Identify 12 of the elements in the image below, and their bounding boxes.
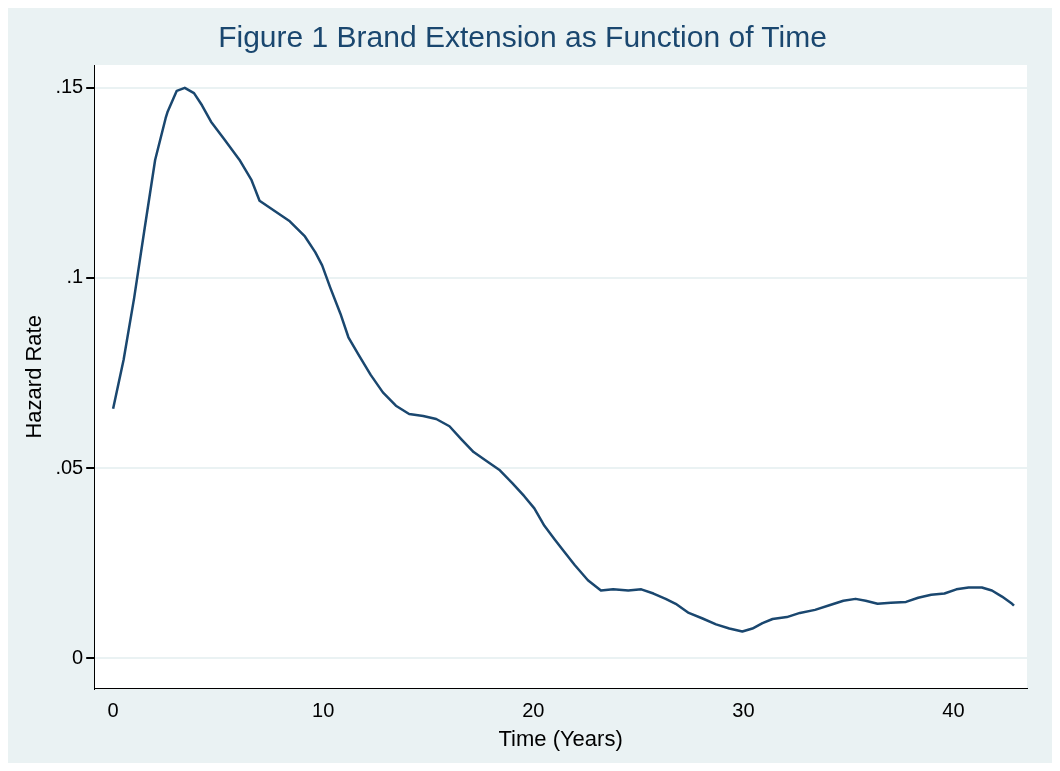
chart-title: Figure 1 Brand Extension as Function of Time — [218, 20, 827, 54]
x-tick-label: 30 — [732, 699, 755, 722]
y-tick-label: .15 — [55, 75, 84, 98]
x-tick-label: 40 — [942, 699, 965, 722]
y-axis-title: Hazard Rate — [21, 315, 47, 439]
x-axis-title: Time (Years) — [498, 725, 623, 751]
x-tick-label: 20 — [522, 699, 545, 722]
x-tick-label: 0 — [107, 699, 119, 722]
y-tick-label: .05 — [55, 455, 84, 478]
y-tick-label: .1 — [66, 265, 84, 288]
x-tick-label: 10 — [312, 699, 335, 722]
y-tick-label: 0 — [72, 645, 84, 668]
